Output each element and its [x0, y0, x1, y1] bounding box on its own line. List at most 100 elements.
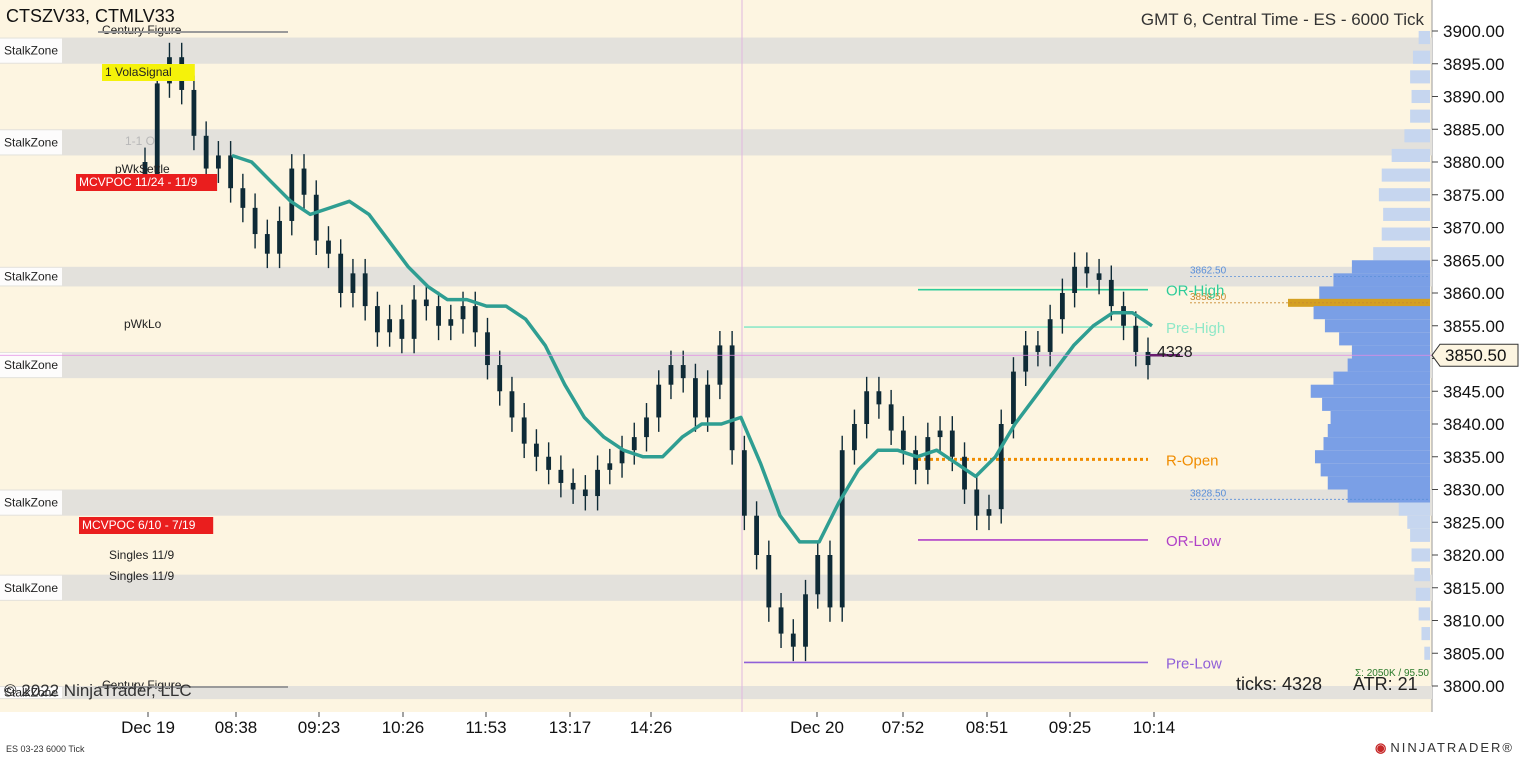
annotation-badge	[76, 174, 218, 191]
volume-profile-bar	[1410, 70, 1430, 84]
volume-profile-bar	[1383, 207, 1430, 221]
volume-profile-bar	[1421, 627, 1430, 641]
annotation-label: Century Figure	[102, 678, 182, 692]
price-axis-label: 3870.00	[1443, 219, 1504, 238]
candle-body	[326, 240, 331, 254]
candle-body	[827, 555, 833, 608]
candle-body	[375, 306, 380, 333]
candle-body	[1133, 325, 1139, 352]
time-axis-label: 08:51	[966, 718, 1009, 737]
annotation-label: Century Figure	[102, 23, 182, 37]
volume-profile-bar	[1391, 148, 1430, 162]
volume-profile-bar	[1411, 89, 1430, 104]
candle-body	[411, 299, 417, 339]
candle-body	[534, 443, 539, 457]
annotation-label: Singles 11/9	[109, 548, 174, 562]
candle-body	[240, 188, 246, 208]
volume-profile-bar	[1323, 437, 1430, 451]
volume-profile-bar	[1381, 227, 1430, 241]
stalk-zone-label: StalkZone	[4, 686, 58, 700]
candle-body	[472, 306, 478, 333]
candle-body	[754, 515, 759, 555]
candle-body	[215, 155, 221, 169]
annotation-label: pWkSettle	[115, 162, 170, 176]
stalk-zone-label: StalkZone	[4, 270, 58, 284]
price-axis-label: 3865.00	[1443, 251, 1504, 270]
annotation-label: MCVPOC 6/10 - 7/19	[82, 518, 196, 532]
candle-body	[1072, 266, 1078, 293]
volume-profile-bar	[1414, 568, 1430, 582]
volume-profile-bar	[1339, 332, 1430, 346]
candle-body	[1059, 293, 1065, 320]
candle-body	[509, 391, 515, 418]
stalk-zone-label: StalkZone	[4, 581, 58, 595]
candle-body	[729, 345, 735, 451]
volume-profile-bar	[1373, 247, 1430, 261]
candle-body	[546, 456, 552, 470]
price-axis-label: 3810.00	[1443, 612, 1504, 631]
time-axis-background	[0, 712, 1520, 758]
stalk-zone-label-bg	[0, 267, 62, 286]
ticks-readout: ticks: 4328	[1236, 674, 1322, 694]
volume-profile-bar	[1322, 397, 1430, 411]
candle-body	[1096, 273, 1102, 280]
price-axis-label: 3875.00	[1443, 186, 1504, 205]
stalk-zone-band	[0, 37, 1432, 64]
candle-body	[460, 306, 466, 320]
stalk-zone-label-bg	[0, 130, 62, 155]
price-axis-label: 3805.00	[1443, 644, 1504, 663]
price-axis-label: 3800.00	[1443, 677, 1504, 696]
time-axis-label: 08:38	[215, 718, 258, 737]
annotation-badge	[102, 64, 195, 81]
volume-profile-bar	[1347, 489, 1430, 503]
volume-profile-bar	[1314, 450, 1430, 464]
candle-body	[962, 456, 967, 490]
candle-body	[607, 463, 613, 470]
candle-body	[680, 365, 686, 379]
stalk-zone-label-bg	[0, 575, 62, 600]
candle-body	[277, 220, 282, 254]
stalk-zone-label-bg	[0, 38, 62, 63]
volume-profile-bar	[1410, 109, 1430, 123]
candle-body	[595, 469, 600, 497]
volume-profile-bar	[1351, 260, 1430, 274]
price-axis-label: 3845.00	[1443, 382, 1504, 401]
candle-body	[350, 273, 356, 293]
candle-body	[313, 194, 319, 241]
annotation-label: Singles 11/9	[109, 569, 174, 583]
stalk-zone-label: StalkZone	[4, 135, 58, 149]
candle-body	[839, 450, 845, 608]
candle-body	[423, 299, 429, 307]
candle-body	[338, 253, 344, 293]
volume-profile-bar	[1310, 384, 1430, 398]
level-label: OR-Low	[1166, 533, 1221, 550]
current-price-flag	[1431, 343, 1519, 367]
stalk-zone-label: StalkZone	[4, 358, 58, 372]
level-label: Pre-Low	[1166, 655, 1222, 672]
candle-body	[228, 155, 234, 189]
volume-profile-bar	[1411, 548, 1430, 562]
price-axis-label: 3890.00	[1443, 88, 1504, 107]
stalk-zone-band	[0, 686, 1432, 700]
candle-body	[252, 207, 258, 235]
candle-body	[203, 135, 209, 169]
moving-average-line	[231, 153, 1153, 544]
volume-profile-bar	[1327, 424, 1430, 438]
price-axis-label: 3840.00	[1443, 415, 1504, 434]
stalk-zone-band	[0, 574, 1432, 601]
profile-level-label: 3858.50	[1190, 292, 1227, 303]
volume-profile-bar	[1407, 515, 1430, 529]
volume-profile-bar	[1333, 371, 1430, 385]
volume-profile-bar	[1320, 463, 1430, 477]
volume-profile-bar	[1324, 319, 1430, 333]
volume-profile-bar	[1333, 273, 1430, 287]
brand-name: NINJATRADER	[1390, 740, 1503, 755]
copyright-text: © 2022 NinjaTrader, LLC	[4, 681, 192, 700]
volume-profile-bar	[1415, 587, 1430, 601]
volume-profile-bar	[1313, 306, 1430, 320]
candle-body	[668, 365, 674, 385]
candle-body	[778, 607, 784, 634]
candle-body	[864, 391, 870, 424]
